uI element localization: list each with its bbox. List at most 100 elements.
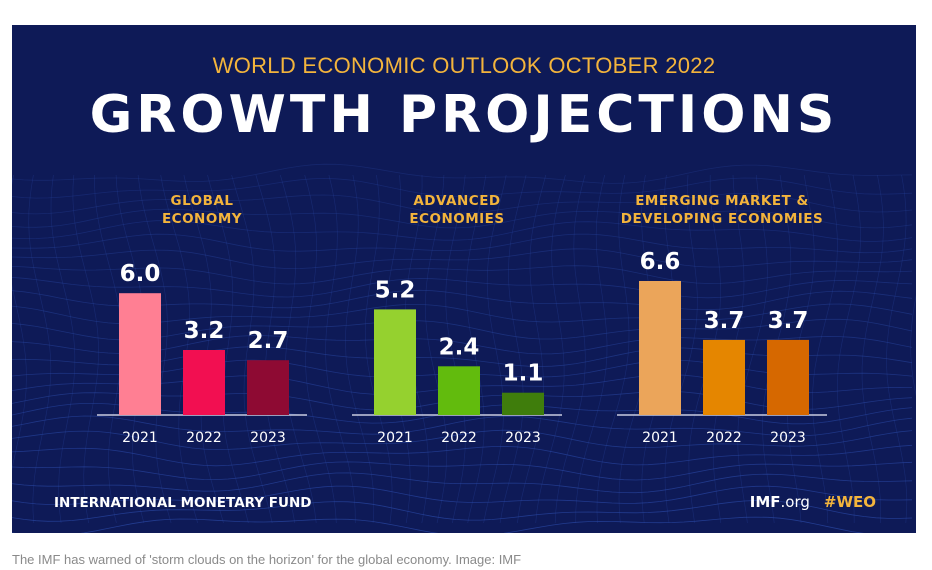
mesh-line [304, 174, 337, 524]
mesh-line [535, 174, 566, 524]
mesh-line [12, 444, 913, 467]
mesh-line [517, 174, 547, 524]
mesh-line [12, 303, 913, 325]
chart-title-line: GLOBAL [170, 193, 234, 209]
mesh-line [596, 174, 630, 524]
bar-2022 [703, 339, 745, 415]
mesh-line [12, 500, 913, 522]
bar-2021 [639, 281, 681, 415]
x-tick-label: 2022 [706, 430, 742, 446]
mesh-line [12, 461, 913, 481]
mesh-line [12, 174, 27, 472]
bar-2023 [767, 339, 809, 415]
x-tick-label: 2023 [770, 430, 806, 446]
bar-2023 [502, 392, 544, 415]
mesh-line [12, 220, 913, 242]
mesh-line [554, 174, 586, 524]
mesh-line [279, 174, 317, 524]
mesh-line [28, 174, 52, 524]
value-label: 6.0 [120, 261, 161, 287]
value-label: 5.2 [375, 277, 416, 303]
x-tick-label: 2022 [186, 430, 222, 446]
mesh-lines [12, 163, 916, 533]
x-tick-label: 2021 [377, 430, 413, 446]
footer-organization: INTERNATIONAL MONETARY FUND [54, 495, 312, 511]
footer-site-tld[interactable]: .org [780, 493, 810, 511]
mesh-line [12, 472, 913, 494]
mesh-line [183, 174, 224, 524]
mesh-line [12, 346, 913, 367]
emerging-developing-plot: 6.6 2021 3.7 2022 3.7 2023 [617, 249, 827, 446]
advanced-economies-chart: ADVANCED ECONOMIES 5.2 2021 2.4 2022 1.1 2023 [347, 25, 567, 533]
bar-2021 [119, 293, 161, 415]
mesh-line [12, 318, 913, 341]
mesh-line [364, 174, 393, 524]
infographic: WORLD ECONOMIC OUTLOOK OCTOBER 2022 GROW… [12, 25, 916, 533]
mesh-line [12, 163, 913, 184]
advanced-economies-plot: 5.2 2021 2.4 2022 1.1 2023 [352, 277, 562, 446]
mesh-line [12, 248, 913, 270]
mesh-line [12, 277, 913, 299]
footer-hashtag[interactable]: #WEO [823, 493, 876, 511]
mesh-line [345, 174, 375, 524]
mesh-line [12, 265, 913, 285]
chart-title-line: DEVELOPING ECONOMIES [620, 211, 824, 227]
chart-title: ADVANCED ECONOMIES [347, 192, 567, 228]
x-tick-label: 2023 [250, 430, 286, 446]
value-label: 3.7 [704, 308, 745, 334]
footer-links: IMF.org #WEO [750, 493, 876, 511]
bar-2022 [438, 366, 480, 415]
mesh-line [836, 174, 861, 524]
mesh-line [664, 174, 698, 524]
mesh-line [12, 233, 913, 254]
mesh-line [12, 289, 913, 311]
mesh-line [231, 174, 273, 524]
mesh-line [255, 174, 296, 524]
mesh-line [50, 174, 76, 524]
value-label: 3.7 [768, 308, 809, 334]
chart-title-line: ECONOMIES [409, 211, 505, 227]
bar-2022 [183, 350, 225, 415]
mesh-line [325, 174, 356, 524]
mesh-line [12, 415, 913, 437]
mesh-line [12, 177, 913, 199]
mesh-line [466, 174, 487, 524]
mesh-line [445, 174, 466, 524]
mesh-line [12, 208, 913, 229]
image-caption: The IMF has warned of 'storm clouds on t… [12, 552, 522, 567]
mesh-line [72, 174, 99, 524]
mesh-line [812, 174, 838, 524]
chart-title-line: ADVANCED [413, 193, 501, 209]
mesh-line [12, 429, 913, 451]
value-label: 6.6 [640, 249, 681, 275]
value-label: 2.7 [248, 328, 289, 354]
mesh-line [499, 174, 527, 524]
chart-title: GLOBAL ECONOMY [92, 192, 312, 228]
mesh-line [910, 294, 916, 397]
mesh-line [12, 485, 913, 505]
mesh-line [861, 174, 884, 524]
bar-2021 [374, 309, 416, 415]
global-economy-chart: GLOBAL ECONOMY 6.0 2021 3.2 2022 2.7 2023 [92, 25, 312, 533]
mesh-line [737, 174, 768, 524]
footer-site-name[interactable]: IMF [749, 493, 781, 511]
bar-2023 [247, 360, 289, 415]
value-label: 1.1 [503, 361, 544, 387]
mesh-line [575, 174, 608, 524]
x-tick-label: 2023 [505, 430, 541, 446]
mesh-line [483, 174, 507, 524]
chart-title-line: ECONOMY [161, 211, 243, 227]
mesh-line [207, 174, 249, 524]
chart-title: EMERGING MARKET & DEVELOPING ECONOMIES [612, 192, 832, 228]
chart-title-line: EMERGING MARKET & [635, 193, 809, 209]
global-economy-plot: 6.0 2021 3.2 2022 2.7 2023 [97, 261, 307, 446]
x-tick-label: 2021 [642, 430, 678, 446]
x-tick-label: 2021 [122, 430, 158, 446]
mesh-line [137, 174, 172, 524]
value-label: 2.4 [439, 334, 480, 360]
value-label: 3.2 [184, 318, 225, 344]
x-tick-label: 2022 [441, 430, 477, 446]
mesh-line [12, 516, 865, 533]
mesh-line [160, 174, 199, 524]
wave-mesh-background [12, 163, 916, 533]
